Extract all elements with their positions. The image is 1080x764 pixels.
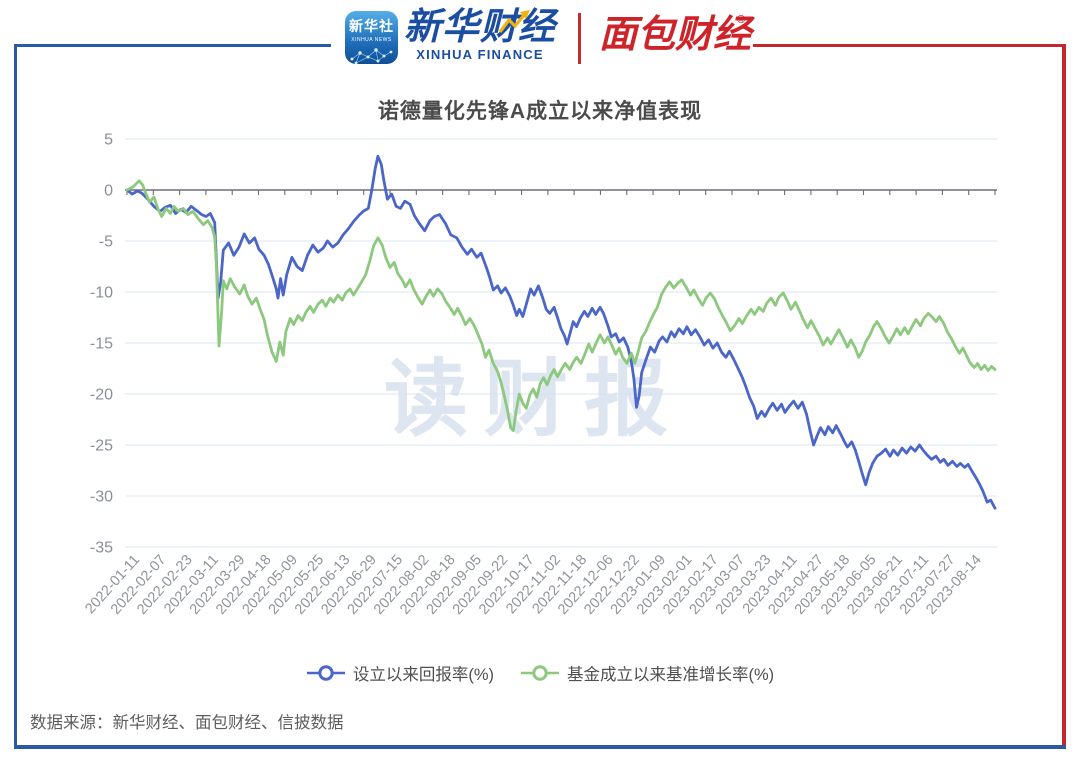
y-axis-label--30: -30: [90, 489, 113, 506]
y-axis-label-5: 5: [104, 132, 113, 149]
series-line-0: [125, 154, 997, 510]
bread-finance-logo: 面包财经: [599, 14, 752, 56]
frame-right-rule: [1062, 44, 1066, 749]
lightning-arrow-icon: [498, 10, 530, 33]
y-axis-label--35: -35: [90, 540, 113, 557]
watermark: 读财报: [384, 352, 684, 446]
legend-marker-icon-blue: [306, 665, 345, 681]
frame-top-left-rule: [14, 44, 331, 47]
xinhua-finance-logo: 新华财经 XINHUA FINANCE: [402, 6, 558, 63]
xinhua-finance-cn: 新华财经: [404, 6, 556, 47]
frame-left-rule: [14, 44, 17, 749]
legend-item-fund-return[interactable]: 设立以来回报率(%): [306, 661, 494, 685]
y-axis-label-0: 0: [104, 183, 113, 200]
y-axis-label--20: -20: [90, 387, 113, 404]
frame-top-right-rule: [753, 44, 1066, 47]
legend-label-fund-return: 设立以来回报率(%): [352, 666, 494, 684]
y-axis-label--10: -10: [90, 285, 113, 302]
data-source-note: 数据来源：新华财经、面包财经、信披数据: [30, 714, 344, 732]
legend-label-benchmark-growth: 基金成立以来基准增长率(%): [567, 666, 775, 684]
chart-legend: 设立以来回报率(%) 基金成立以来基准增长率(%): [0, 661, 1080, 685]
header-divider: [578, 13, 581, 64]
xinhua-icon-cn-label: 新华社: [349, 18, 394, 34]
series-line-1: [125, 179, 997, 433]
frame-bottom-rule: [14, 745, 1066, 749]
xinhua-news-app-icon: 新华社 XINHUA NEWS: [345, 11, 398, 64]
y-axis-label--25: -25: [90, 438, 113, 455]
xinhua-finance-en: XINHUA FINANCE: [416, 47, 544, 62]
y-axis-label--15: -15: [90, 336, 113, 353]
registered-mark-icon: ®: [737, 14, 746, 26]
legend-item-benchmark-growth[interactable]: 基金成立以来基准增长率(%): [520, 661, 774, 685]
y-axis-label--5: -5: [99, 234, 113, 251]
legend-marker-icon-green: [521, 665, 559, 681]
chart-title: 诺德量化先锋A成立以来净值表现: [377, 100, 703, 123]
xinhua-icon-en-label: XINHUA NEWS: [351, 37, 392, 43]
network-dots-icon: [350, 48, 393, 64]
